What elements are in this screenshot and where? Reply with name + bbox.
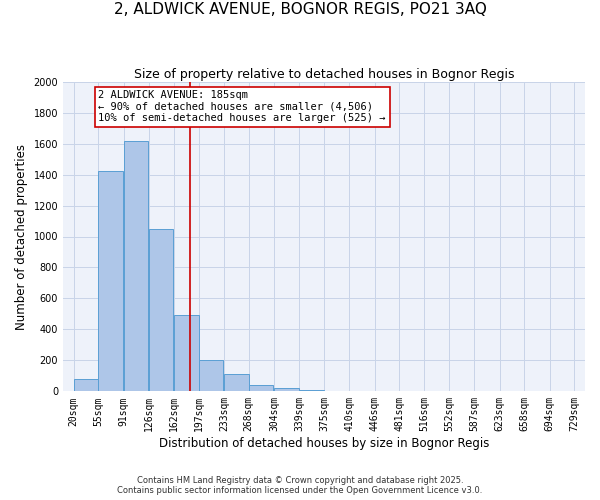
Title: Size of property relative to detached houses in Bognor Regis: Size of property relative to detached ho… [134, 68, 514, 80]
X-axis label: Distribution of detached houses by size in Bognor Regis: Distribution of detached houses by size … [159, 437, 489, 450]
Bar [98, 172, 123, 392]
Text: 2 ALDWICK AVENUE: 185sqm
← 90% of detached houses are smaller (4,506)
10% of sem: 2 ALDWICK AVENUE: 185sqm ← 90% of detach… [98, 90, 386, 124]
Bar [224, 374, 248, 392]
Y-axis label: Number of detached properties: Number of detached properties [15, 144, 28, 330]
Bar [299, 390, 323, 392]
Bar [249, 385, 274, 392]
Bar [149, 229, 173, 392]
Bar [274, 388, 299, 392]
Bar [124, 140, 148, 392]
Text: 2, ALDWICK AVENUE, BOGNOR REGIS, PO21 3AQ: 2, ALDWICK AVENUE, BOGNOR REGIS, PO21 3A… [113, 2, 487, 18]
Bar [74, 379, 98, 392]
Bar [325, 390, 349, 392]
Bar [174, 316, 199, 392]
Bar [199, 360, 223, 392]
Text: Contains HM Land Registry data © Crown copyright and database right 2025.
Contai: Contains HM Land Registry data © Crown c… [118, 476, 482, 495]
